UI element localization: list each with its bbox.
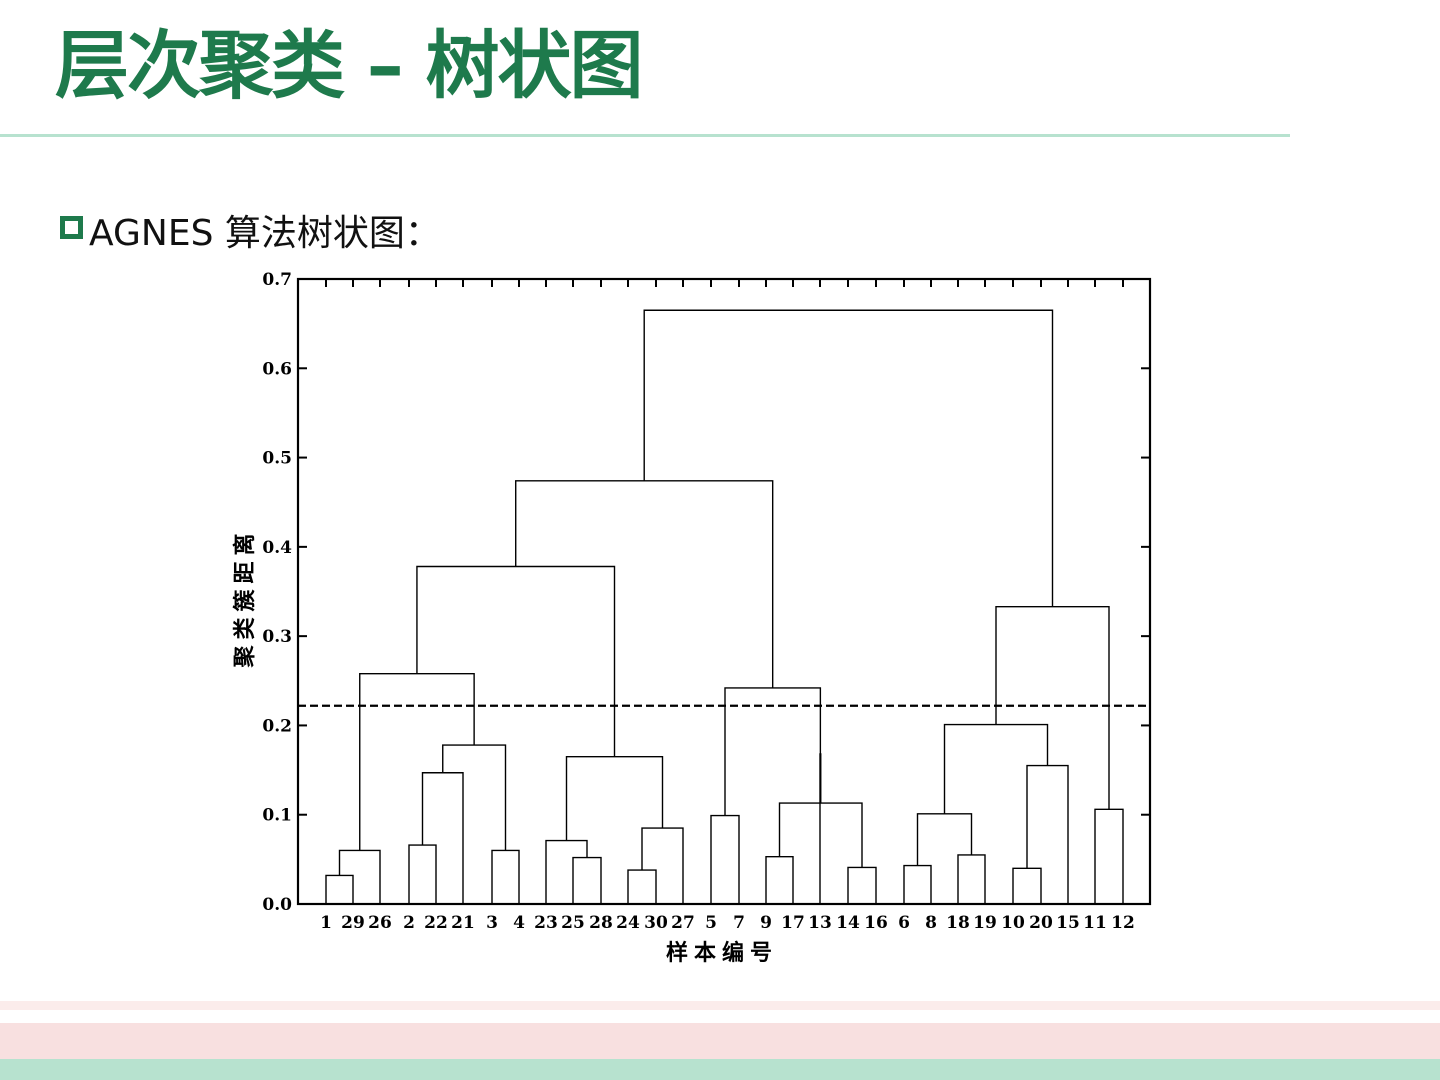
- bullet-text: AGNES 算法树状图：: [89, 213, 441, 254]
- y-tick-label: 0.5: [262, 449, 292, 469]
- dendrogram-link: [641, 827, 684, 904]
- leaf-label: 26: [368, 913, 392, 933]
- slide-title: 层次聚类 – 树状图: [55, 23, 644, 109]
- dendrogram-link: [565, 755, 664, 841]
- y-tick-label: 0.6: [262, 359, 292, 379]
- dendrogram-link: [515, 480, 774, 688]
- leaf-label: 10: [1001, 913, 1025, 933]
- dendrogram-link: [710, 814, 740, 904]
- leaf-label: 30: [644, 913, 668, 933]
- y-tick-label: 0.4: [262, 538, 292, 558]
- leaf-label: 23: [534, 913, 558, 933]
- x-axis-label: 样本编号: [666, 940, 778, 966]
- leaf-label: 14: [836, 913, 860, 933]
- dendrogram-link: [572, 856, 602, 904]
- dendrogram-link: [1012, 867, 1042, 904]
- dendrogram-link: [325, 874, 354, 904]
- leaf-label: 6: [898, 913, 910, 933]
- dendrogram-link: [408, 844, 437, 904]
- dendrogram-link: [491, 849, 520, 904]
- leaf-label: 27: [671, 913, 695, 933]
- dendrogram-link: [627, 869, 657, 904]
- dendrogram-link: [416, 565, 616, 757]
- leaf-label: 29: [341, 913, 365, 933]
- leaf-label: 21: [451, 913, 475, 933]
- dendrogram-link: [819, 753, 822, 904]
- leaf-label: 22: [424, 913, 448, 933]
- dendrogram-link: [643, 309, 1054, 607]
- y-tick-label: 0.2: [262, 716, 292, 736]
- leaf-label: 28: [589, 913, 613, 933]
- dendrogram-chart: 0.00.10.20.30.40.50.60.71 29 26 2 22 21 3 4 23 25…: [232, 270, 1152, 966]
- leaf-label: 3: [486, 913, 498, 933]
- footer-band-green: [0, 1059, 1440, 1080]
- dendrogram-link: [359, 672, 475, 851]
- leaf-label: 24: [616, 913, 640, 933]
- dendrogram-link: [1026, 764, 1069, 904]
- leaf-label: 18: [946, 913, 970, 933]
- y-tick-label: 0.7: [262, 270, 292, 290]
- dendrogram-link: [765, 855, 794, 904]
- leaf-label: 7: [733, 913, 745, 933]
- y-axis-label: 聚类簇距离: [232, 527, 258, 668]
- leaf-label: 2: [403, 913, 415, 933]
- plot-frame: [296, 277, 1152, 906]
- leaf-label: 20: [1029, 913, 1053, 933]
- dendrogram-link: [1094, 808, 1124, 904]
- leaf-label: 13: [808, 913, 832, 933]
- leaf-label: 12: [1111, 913, 1135, 933]
- dendrogram-link: [421, 772, 464, 904]
- dendrogram-link: [724, 687, 822, 816]
- leaf-label: 4: [513, 913, 525, 933]
- bullet-item: AGNES 算法树状图：: [60, 206, 441, 254]
- dendrogram-link: [847, 866, 877, 904]
- footer-band-light: [0, 1001, 1440, 1010]
- y-tick-label: 0.0: [262, 895, 292, 915]
- dendrogram-link: [903, 864, 932, 904]
- dendrogram-link: [442, 744, 507, 851]
- dendrogram-link: [338, 849, 381, 904]
- square-bullet-icon: [60, 215, 83, 239]
- leaf-label: 11: [1083, 913, 1107, 933]
- leaf-label: 5: [705, 913, 717, 933]
- leaf-label: 9: [760, 913, 772, 933]
- leaf-label: 16: [864, 913, 888, 933]
- dendrogram-link: [778, 802, 863, 868]
- leaf-label: 17: [781, 913, 805, 933]
- y-tick-label: 0.1: [262, 806, 292, 826]
- y-tick-label: 0.3: [262, 627, 292, 647]
- leaf-label: 25: [561, 913, 585, 933]
- leaf-label: 19: [973, 913, 997, 933]
- dendrogram-link: [957, 854, 986, 904]
- dendrogram-link: [916, 813, 973, 866]
- dendrogram-link: [995, 605, 1110, 810]
- title-divider: [0, 134, 1290, 137]
- leaf-label: 15: [1056, 913, 1080, 933]
- leaf-label: 1: [320, 913, 332, 933]
- footer-band-pink: [0, 1023, 1440, 1059]
- leaf-label: 8: [925, 913, 937, 933]
- dendrogram-link: [545, 839, 588, 904]
- dendrogram-link: [943, 723, 1049, 814]
